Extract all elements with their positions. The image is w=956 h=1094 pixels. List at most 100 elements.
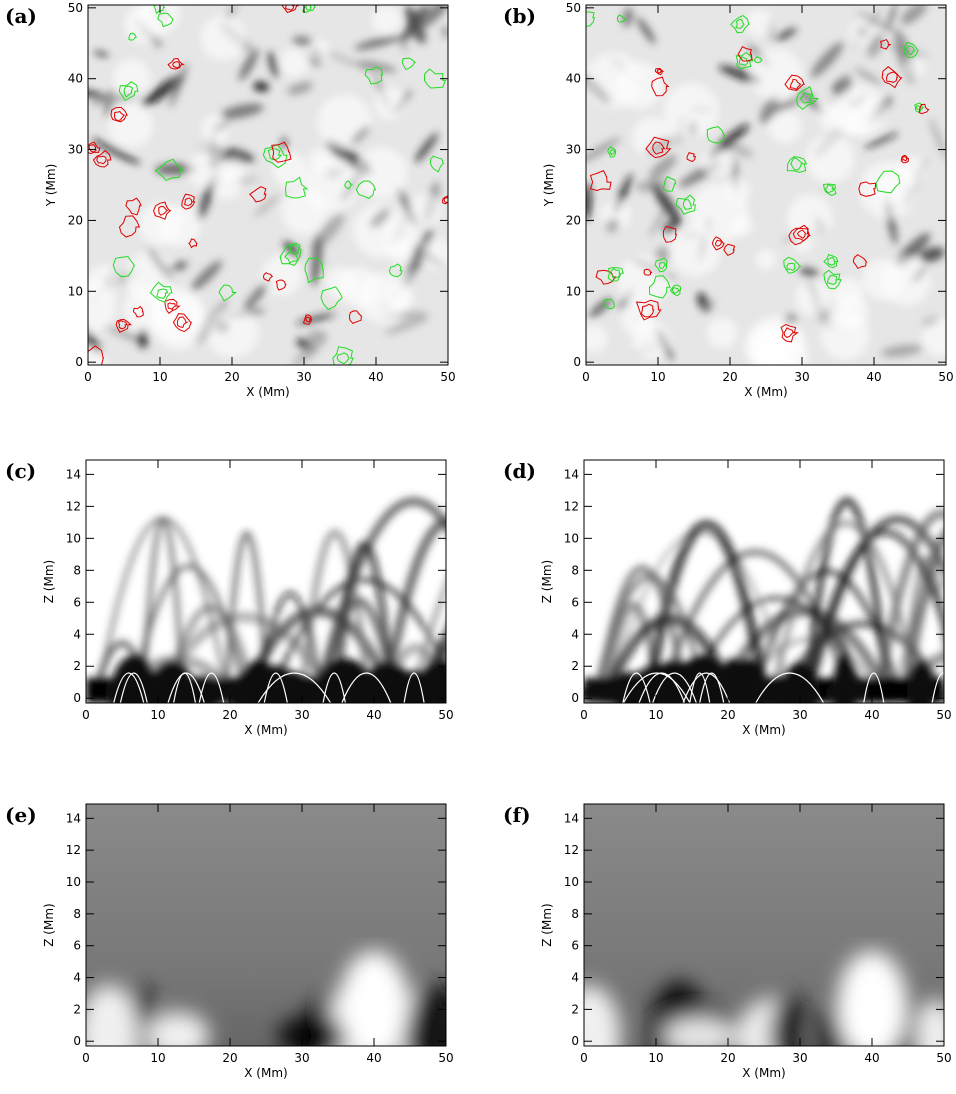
y-tick-label: 6 (73, 595, 81, 609)
y-tick-label: 8 (571, 563, 579, 577)
x-tick-label: 40 (368, 370, 383, 384)
x-tick-label: 10 (152, 370, 167, 384)
x-tick-label: 10 (150, 708, 165, 722)
y-tick-label: 10 (66, 875, 81, 889)
panel: 0 10 20 30 40 50 0 2 4 6 8 10 12 14 X (Mm) Z (Mm) (f) (503, 803, 952, 1080)
y-tick-label: 14 (564, 811, 579, 825)
plot-frame (85, 459, 447, 704)
x-tick-label: 0 (582, 370, 590, 384)
x-tick-label: 30 (794, 370, 809, 384)
y-tick-label: 6 (571, 595, 579, 609)
panel: 0 10 20 30 40 50 0 10 20 30 40 50 X (Mm) Y (Mm) (b) (503, 1, 954, 399)
panel: 0 10 20 30 40 50 0 2 4 6 8 10 12 14 X (Mm) Z (Mm) (c) (5, 459, 454, 737)
image (586, 5, 946, 365)
y-tick-label: 40 (68, 72, 83, 86)
y-tick-label: 4 (571, 627, 579, 641)
y-tick-label: 12 (564, 843, 579, 857)
x-tick-label: 50 (438, 1051, 453, 1065)
y-axis-label: Z (Mm) (540, 903, 554, 946)
y-tick-label: 10 (564, 531, 579, 545)
x-tick-label: 30 (792, 708, 807, 722)
panel-label: (c) (5, 459, 36, 483)
y-tick-label: 20 (566, 213, 581, 227)
x-tick-label: 10 (648, 1051, 663, 1065)
x-tick-label: 0 (82, 1051, 90, 1065)
y-tick-label: 4 (571, 971, 579, 985)
y-tick-label: 50 (566, 1, 581, 15)
panel-label: (f) (503, 803, 531, 827)
x-axis-label: X (Mm) (742, 723, 785, 737)
y-tick-label: 50 (68, 1, 83, 15)
y-axis-label: Z (Mm) (42, 903, 56, 946)
x-tick-label: 20 (720, 708, 735, 722)
plot-frame (583, 803, 945, 1047)
x-tick-label: 40 (866, 370, 881, 384)
x-axis-label: X (Mm) (246, 385, 289, 399)
y-tick-label: 0 (571, 691, 579, 705)
y-tick-label: 14 (564, 467, 579, 481)
x-axis-label: X (Mm) (244, 1066, 287, 1080)
x-tick-label: 0 (580, 1051, 588, 1065)
x-tick-label: 20 (222, 1051, 237, 1065)
y-tick-label: 6 (73, 939, 81, 953)
x-tick-label: 40 (366, 1051, 381, 1065)
y-axis-label: Y (Mm) (542, 164, 556, 208)
y-tick-label: 10 (68, 284, 83, 298)
x-tick-label: 20 (224, 370, 239, 384)
panel: 0 10 20 30 40 50 0 2 4 6 8 10 12 14 X (Mm) Z (Mm) (d) (503, 459, 952, 737)
y-tick-label: 12 (564, 499, 579, 513)
y-tick-label: 30 (566, 143, 581, 157)
x-tick-label: 50 (938, 370, 953, 384)
y-tick-label: 14 (66, 811, 81, 825)
y-tick-label: 6 (571, 939, 579, 953)
panel-label: (d) (503, 459, 536, 483)
x-axis-label: X (Mm) (244, 723, 287, 737)
image (584, 460, 944, 703)
panel: 0 10 20 30 40 50 0 10 20 30 40 50 X (Mm) Y (Mm) (a) (5, 1, 456, 399)
x-tick-label: 20 (722, 370, 737, 384)
plot-frame (585, 4, 947, 366)
y-tick-label: 0 (75, 355, 83, 369)
y-tick-label: 12 (66, 499, 81, 513)
y-axis-label: Y (Mm) (44, 164, 58, 208)
y-tick-label: 0 (73, 1034, 81, 1048)
y-tick-label: 8 (571, 907, 579, 921)
x-tick-label: 10 (150, 1051, 165, 1065)
x-tick-label: 30 (792, 1051, 807, 1065)
panel: 0 10 20 30 40 50 0 2 4 6 8 10 12 14 X (Mm) Z (Mm) (e) (5, 803, 454, 1080)
y-tick-label: 12 (66, 843, 81, 857)
plot-frame (87, 4, 449, 366)
x-axis-label: X (Mm) (742, 1066, 785, 1080)
y-tick-label: 0 (571, 1034, 579, 1048)
x-tick-label: 30 (296, 370, 311, 384)
y-tick-label: 20 (68, 213, 83, 227)
image (86, 804, 446, 1046)
x-axis-label: X (Mm) (744, 385, 787, 399)
x-tick-label: 40 (366, 708, 381, 722)
x-tick-label: 40 (864, 708, 879, 722)
y-tick-label: 8 (73, 563, 81, 577)
image (584, 804, 944, 1046)
y-tick-label: 10 (66, 531, 81, 545)
y-tick-label: 4 (73, 971, 81, 985)
panel-label: (e) (5, 803, 37, 827)
x-tick-label: 50 (440, 370, 455, 384)
y-tick-label: 30 (68, 143, 83, 157)
y-tick-label: 0 (573, 355, 581, 369)
x-tick-label: 10 (648, 708, 663, 722)
plot-frame (583, 459, 945, 704)
x-tick-label: 50 (936, 1051, 951, 1065)
y-tick-label: 0 (73, 691, 81, 705)
y-tick-label: 2 (73, 1002, 81, 1016)
x-tick-label: 50 (438, 708, 453, 722)
x-tick-label: 30 (294, 1051, 309, 1065)
y-axis-label: Z (Mm) (540, 560, 554, 603)
image (88, 5, 448, 365)
x-tick-label: 50 (936, 708, 951, 722)
x-tick-label: 20 (222, 708, 237, 722)
x-tick-label: 40 (864, 1051, 879, 1065)
plot-frame (85, 803, 447, 1047)
x-tick-label: 30 (294, 708, 309, 722)
panel-label: (b) (503, 4, 536, 28)
